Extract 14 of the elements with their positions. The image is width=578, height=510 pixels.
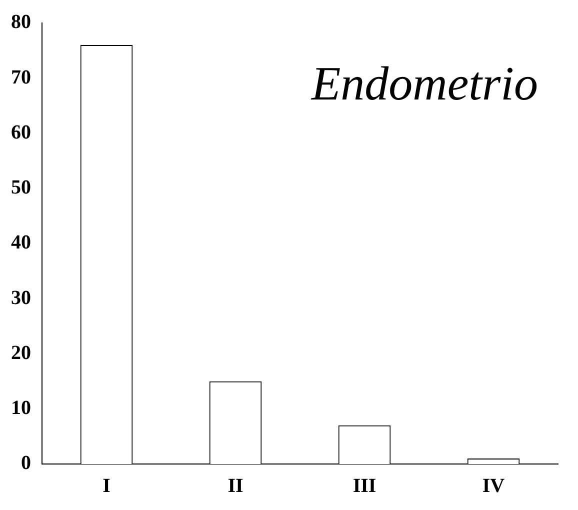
- x-tick-label: I: [102, 475, 111, 498]
- x-tick-label: II: [228, 475, 244, 498]
- y-tick-label: 30: [11, 286, 31, 309]
- x-tick-label: III: [352, 475, 376, 498]
- y-tick-label: 70: [11, 66, 31, 88]
- y-tick-label: 60: [11, 121, 31, 144]
- y-tick-label: 50: [11, 176, 31, 199]
- y-tick-label: 80: [11, 11, 31, 34]
- y-tick-label: 10: [11, 397, 31, 420]
- y-tick-label: 40: [11, 232, 31, 254]
- y-tick-label: 0: [21, 452, 31, 474]
- y-tick-label: 20: [11, 342, 31, 364]
- text: Endometrio: [310, 58, 538, 111]
- x-tick-label: IV: [482, 475, 506, 498]
